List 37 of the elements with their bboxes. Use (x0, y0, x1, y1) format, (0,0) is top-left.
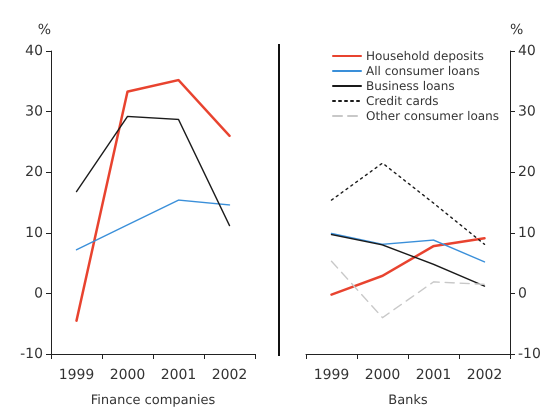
legend-label: All consumer loans (366, 64, 480, 78)
line-series (330, 232, 486, 263)
x-tick-label: 2001 (416, 367, 452, 383)
legend-label: Other consumer loans (366, 109, 500, 123)
x-axis-title: Finance companies (90, 393, 216, 408)
y2-tick-label: -10 (518, 346, 541, 362)
x-tick-label: 1999 (314, 367, 350, 383)
x-tick-label: 1999 (58, 367, 94, 383)
line-series (76, 199, 230, 250)
y-tick-label: 40 (25, 43, 43, 59)
x-tick-label: 2002 (466, 367, 502, 383)
y-tick-label: -10 (20, 346, 43, 362)
y-tick-label: 0 (34, 285, 43, 302)
line-series (330, 237, 486, 296)
y2-axis-title: % (510, 22, 524, 38)
x-tick-label: 2000 (364, 367, 400, 383)
legend-label: Household deposits (366, 49, 484, 63)
y-tick-label: 10 (25, 224, 43, 241)
y-tick-label: 20 (25, 164, 43, 180)
legend-label: Credit cards (366, 94, 438, 108)
line-series (75, 78, 231, 322)
y2-tick-label: 0 (518, 285, 527, 302)
line-series (330, 234, 486, 287)
line-series (330, 162, 486, 246)
y2-tick-label: 10 (518, 224, 536, 241)
y-axis-title: % (38, 22, 51, 38)
line-series (76, 116, 230, 226)
x-tick-label: 2000 (110, 367, 146, 383)
y2-tick-label: 40 (518, 43, 536, 59)
x-tick-label: 2001 (160, 367, 196, 383)
y2-tick-label: 20 (518, 164, 536, 180)
x-axis-title: Banks (388, 393, 428, 408)
line-series (330, 260, 486, 318)
legend-label: Business loans (366, 79, 455, 93)
y2-tick-label: 30 (518, 104, 536, 120)
x-tick-label: 2002 (212, 367, 248, 383)
y-tick-label: 30 (25, 104, 43, 120)
